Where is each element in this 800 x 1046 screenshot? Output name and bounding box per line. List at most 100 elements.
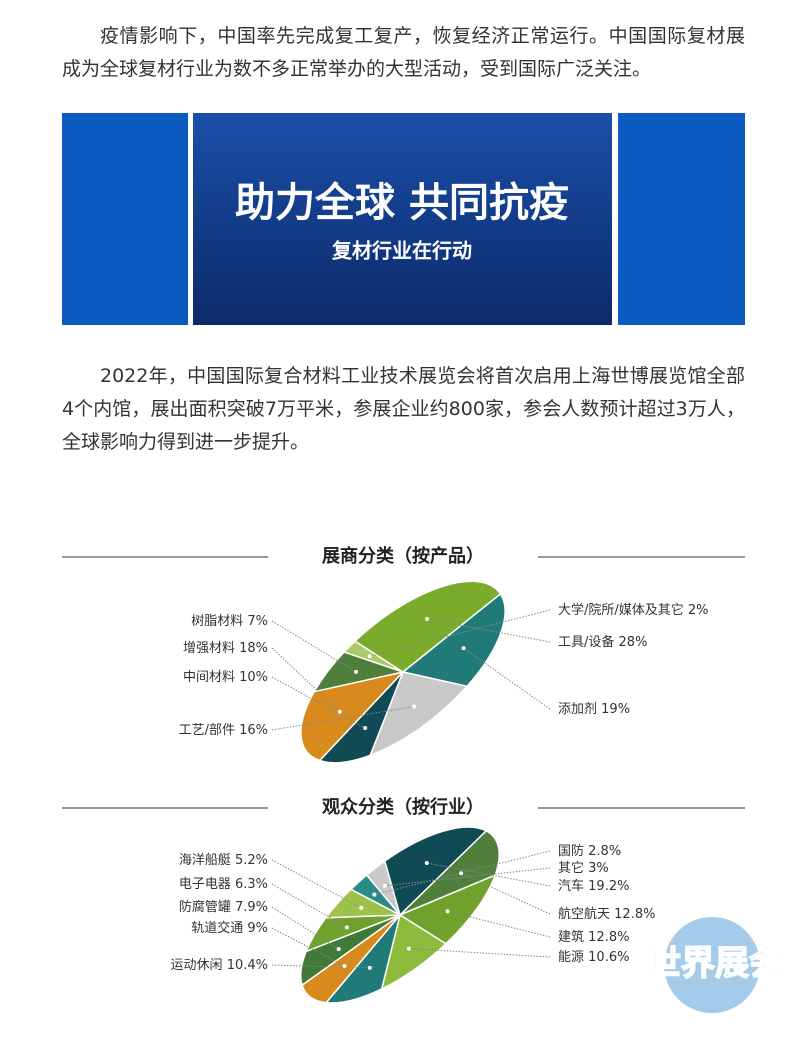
banner-image	[193, 113, 612, 325]
pie-slice	[367, 799, 492, 915]
pie	[272, 550, 534, 795]
category-label: 国防	[558, 843, 584, 859]
leader-line	[271, 859, 362, 909]
leader-line	[271, 883, 348, 928]
chart-title: 展商分类（按产品）	[322, 545, 484, 567]
value-label: 12.8%	[588, 930, 629, 945]
pie-slice	[355, 550, 501, 686]
slice-label: 其它 3%	[558, 860, 609, 876]
leader-line	[271, 906, 339, 950]
label-dot	[382, 883, 387, 888]
slice-label: 工艺/部件 16%	[179, 723, 268, 738]
category-label: 其它	[558, 860, 584, 876]
banner-side	[62, 113, 188, 325]
category-label: 工艺/部件	[179, 723, 235, 738]
value-label: 16%	[239, 723, 268, 738]
label-dot	[372, 892, 377, 897]
leader-line	[409, 948, 551, 958]
slice-label: 海洋船艇 5.2%	[179, 853, 268, 868]
slice-label: 中间材料 10%	[183, 670, 268, 685]
value-label: 18%	[239, 641, 268, 656]
category-label: 能源	[558, 950, 584, 965]
value-label: 7.9%	[235, 900, 268, 915]
leader-line	[369, 609, 551, 657]
value-label: 2.8%	[588, 844, 621, 859]
slice-label: 运动休闲 10.4%	[171, 958, 268, 973]
paragraph: 疫情影响下，中国率先完成复工复产，恢复经济正常运行。中国国际复材展成为全球复材行…	[62, 25, 745, 80]
pie-slice	[307, 631, 403, 724]
leader-line	[460, 872, 551, 915]
value-label: 12.8%	[614, 907, 655, 922]
label-dot	[407, 946, 412, 951]
label-dot	[344, 925, 349, 930]
category-label: 树脂材料	[191, 614, 243, 629]
slice-label: 建筑 12.8%	[558, 929, 629, 945]
value-label: 19.2%	[588, 879, 629, 894]
slice-label: 工具/设备 28%	[558, 634, 647, 650]
category-label: 电子电器	[179, 877, 231, 892]
leader-line	[271, 647, 341, 713]
value-label: 3%	[588, 861, 609, 876]
label-dot	[336, 947, 341, 952]
category-label: 建筑	[558, 929, 584, 945]
value-label: 5.2%	[235, 853, 268, 868]
category-label: 防腐管罐	[179, 899, 231, 915]
label-dot	[367, 965, 372, 970]
category-label: 运动休闲	[171, 958, 223, 973]
label-dot	[445, 909, 450, 914]
category-label: 工具/设备	[558, 634, 614, 650]
value-label: 6.3%	[235, 877, 268, 892]
category-label: 大学/院所/媒体及其它	[558, 602, 684, 618]
label-dot	[424, 861, 429, 866]
category-label: 增强材料	[183, 641, 235, 656]
value-label: 10%	[239, 670, 268, 685]
category-label: 轨道交通	[191, 920, 243, 936]
label-dot	[342, 963, 347, 968]
label-dot	[354, 669, 359, 674]
leader-line	[463, 647, 551, 710]
leader-line	[447, 910, 551, 938]
chart-title: 观众分类（按行业）	[322, 796, 484, 818]
paragraph: 2022年，中国国际复合材料工业技术展览会将首次启用上海世博展览馆全部4个内馆，…	[62, 365, 745, 453]
value-label: 28%	[619, 635, 648, 650]
banner-subtitle: 复材行业在行动	[331, 239, 472, 263]
label-dot	[367, 654, 372, 659]
label-dot	[425, 617, 430, 622]
category-label: 汽车	[558, 878, 584, 894]
value-label: 7%	[247, 614, 268, 629]
leader-line	[271, 676, 366, 729]
pie-slice	[343, 646, 469, 764]
pie-slice	[280, 640, 412, 763]
slice-label: 增强材料 18%	[183, 641, 268, 656]
category-label: 航空航天	[558, 906, 610, 922]
label-dot	[459, 871, 464, 876]
label-dot	[359, 905, 364, 910]
watermark: 世界展会	[647, 944, 783, 984]
leader-line	[271, 964, 370, 969]
label-dot	[337, 709, 342, 714]
value-label: 10.6%	[588, 950, 629, 965]
value-label: 19%	[601, 702, 630, 717]
leader-line	[384, 867, 551, 887]
value-label: 9%	[247, 921, 268, 936]
pie-slice	[403, 592, 532, 712]
category-label: 海洋船艇	[179, 853, 231, 868]
slice-label: 汽车 19.2%	[558, 878, 629, 894]
slice-label: 树脂材料 7%	[191, 614, 268, 629]
value-label: 2%	[688, 603, 709, 618]
category-label: 中间材料	[183, 670, 235, 685]
pie-slice	[322, 876, 400, 953]
slice-label: 大学/院所/媒体及其它 2%	[558, 602, 709, 618]
category-label: 添加剂	[558, 702, 597, 717]
label-dot	[412, 704, 417, 709]
slice-label: 国防 2.8%	[558, 843, 621, 859]
banner-side	[618, 113, 745, 325]
label-dot	[461, 646, 466, 651]
banner-title: 助力全球 共同抗疫	[235, 180, 569, 226]
logo-globe	[664, 917, 760, 1013]
slice-label: 添加剂 19%	[558, 702, 630, 717]
slice-label: 电子电器 6.3%	[179, 877, 268, 892]
value-label: 10.4%	[227, 958, 268, 973]
